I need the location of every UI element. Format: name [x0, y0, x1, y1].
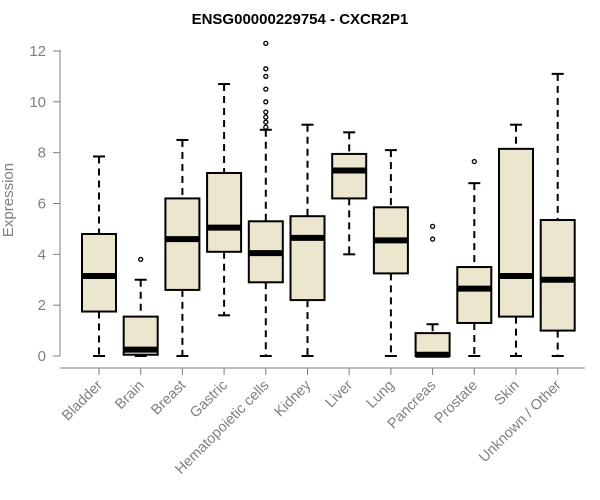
box-kidney [289, 123, 326, 357]
outlier-point [429, 236, 436, 242]
box-lung [372, 149, 409, 357]
y-axis-label: Expression [0, 163, 17, 237]
x-tick-label: Liver [322, 377, 356, 411]
box-prostate [456, 158, 493, 357]
iqr-box [206, 172, 243, 253]
box-gastric [206, 83, 243, 317]
y-tick-label: 10 [29, 94, 46, 111]
x-tick-label: Skin [492, 378, 523, 409]
iqr-box [498, 147, 534, 318]
iqr-box [539, 219, 576, 332]
y-tick-label: 8 [38, 145, 46, 162]
outlier-point [263, 114, 269, 120]
box-brain [122, 256, 159, 357]
x-tick-label: Lung [364, 378, 398, 412]
x-tick-label: Prostate [432, 378, 481, 427]
box-skin [498, 123, 534, 357]
outlier-point [263, 86, 269, 92]
outlier-point [263, 73, 269, 80]
iqr-box [289, 215, 326, 302]
box-pancreas [414, 223, 451, 358]
x-tick-label: Kidney [272, 377, 315, 420]
outlier-point [263, 40, 269, 47]
outlier-point [263, 119, 269, 125]
box-liver [331, 131, 368, 256]
box-unknown-other [539, 72, 576, 357]
x-tick-label: Bladder [59, 377, 106, 424]
outlier-point [263, 124, 269, 130]
outlier-point [263, 109, 269, 115]
chart-title: ENSG00000229754 - CXCR2P1 [192, 11, 409, 28]
y-tick-label: 0 [38, 348, 46, 365]
y-tick-label: 12 [29, 43, 46, 60]
outlier-point [429, 223, 436, 230]
box-hematopoietic-cells [247, 40, 284, 357]
iqr-box [456, 266, 493, 324]
iqr-box [81, 233, 117, 313]
outlier-point [263, 66, 269, 72]
y-tick-label: 4 [38, 246, 46, 263]
outlier-point [471, 158, 477, 165]
outlier-point [138, 256, 144, 263]
x-tick-label: Breast [148, 378, 189, 419]
outlier-point [263, 99, 269, 105]
box-breast [164, 138, 201, 357]
boxes-group [81, 40, 576, 358]
iqr-box [164, 197, 201, 291]
box-bladder [81, 155, 117, 357]
y-tick-label: 6 [38, 196, 46, 213]
iqr-box [331, 152, 368, 200]
y-ticks: 0 2 4 6 8 10 12 [29, 43, 60, 365]
x-tick-label: Brain [112, 378, 147, 413]
y-tick-label: 2 [38, 297, 46, 314]
